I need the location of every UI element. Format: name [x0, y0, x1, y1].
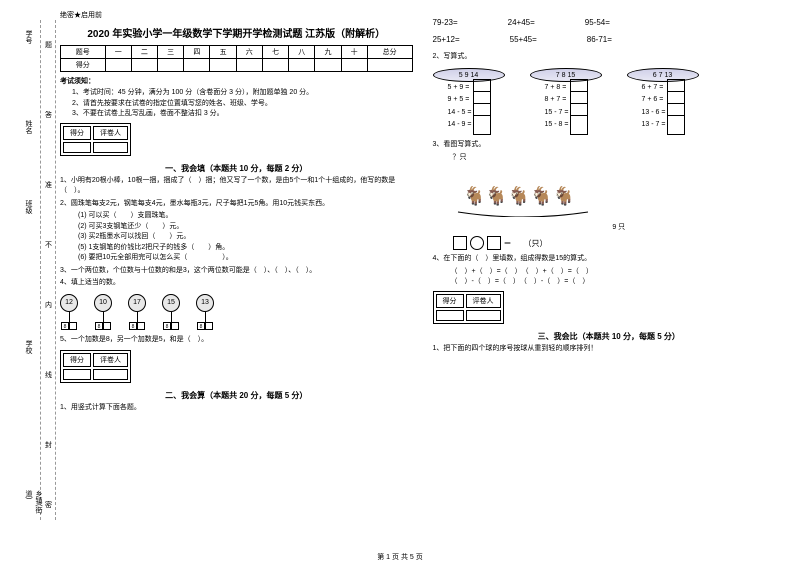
calc-row: 79-23=24+45=95-54=	[433, 18, 786, 27]
margin-char: 线	[45, 370, 52, 380]
cylinders: 5 9 145 + 9 =9 + 5 =14 - 5 =14 - 9 =7 8 …	[433, 68, 786, 135]
scorer-box: 得分评卷人	[60, 350, 131, 383]
page-footer: 第 1 页 共 5 页	[0, 552, 800, 562]
exam-title: 2020 年实验小学一年级数学下学期开学检测试题 江苏版（附解析）	[60, 25, 413, 40]
svg-text:🐐🐐🐐🐐🐐: 🐐🐐🐐🐐🐐	[463, 185, 575, 206]
margin-char: 答	[45, 110, 52, 120]
q2-1: 1、用竖式计算下面各题。	[60, 403, 413, 414]
section-1-title: 一、我会填（本题共 10 分，每题 2 分）	[60, 163, 413, 174]
margin-label: 学号	[23, 30, 33, 44]
q1-1: 1、小明有20根小棒，10根一捆，捆成了（ ）捆；他又写了一个数，是由5个一和1…	[60, 176, 413, 197]
notice-list: 1、考试时间：45 分钟，满分为 100 分（含卷面分 3 分），附加题单独 2…	[60, 88, 413, 120]
section-2-title: 二、我会算（本题共 20 分，每题 5 分）	[60, 390, 413, 401]
score-table: 题号一二三四五六七八九十总分 得分	[60, 45, 413, 72]
margin-char: 不	[45, 240, 52, 250]
margin-label: 乡镇(街道)	[23, 490, 43, 520]
q1-5: 5、一个加数是8，另一个加数是5，和是（ ）。	[60, 335, 413, 346]
q1-4: 4、填上适当的数。	[60, 278, 413, 289]
q1-3: 3、一个两位数，个位数与十位数的和是3，这个两位数可能是（ ）、（ ）、（ ）。	[60, 266, 413, 277]
q3-1: 1、把下面的四个球的序号按球从重到轻的顺序排列！	[433, 344, 786, 355]
q2-2: 2、写算式。	[433, 52, 786, 63]
margin-label: 姓名	[23, 120, 33, 134]
margin-char: 内	[45, 300, 52, 310]
calc-row: 25+12=55+45=86-71=	[433, 35, 786, 44]
scorer-box: 得分评卷人	[433, 291, 504, 324]
q1-2b: (2) 可买3支钢笔还少（ ）元。	[78, 222, 413, 233]
margin-label: 班级	[23, 200, 33, 214]
margin-char: 准	[45, 180, 52, 190]
goat-illustration: 🐐🐐🐐🐐🐐	[453, 167, 593, 217]
answer-shapes: ＝ （只）	[453, 236, 786, 250]
q2-3: 3、看图写算式。	[433, 140, 786, 151]
q1-2: 2、圆珠笔每支2元，钢笔每支4元，墨水每瓶3元，尺子每把1元5角。用10元钱买东…	[60, 199, 413, 210]
q2-4b: （ ）-（ ）=（ ） （ ）-（ ）=（ ）	[451, 277, 786, 288]
q3-count: 9 只	[453, 222, 786, 232]
margin-label: 学校	[23, 340, 33, 354]
flags-row: 128108178158138	[60, 294, 413, 330]
q1-2a: (1) 可以买（ ）支圆珠笔。	[78, 211, 413, 222]
margin-char: 题	[45, 40, 52, 50]
q2-4: 4、在下面的（ ）里填数，组成得数是15的算式。	[433, 254, 786, 265]
notice-title: 考试须知：	[60, 76, 413, 86]
q1-2c: (3) 买2瓶墨水可以找回（ ）元。	[78, 232, 413, 243]
secret-label: 绝密★启用前	[60, 10, 413, 20]
q2-4a: （ ）+（ ）=（ ） （ ）+（ ）=（ ）	[451, 267, 786, 278]
margin-char: 封	[45, 440, 52, 450]
margin-char: 密	[45, 500, 52, 510]
q1-2d: (5) 1支钢笔的价钱比2把尺子的钱多（ ）角。	[78, 243, 413, 254]
section-3-title: 三、我会比（本题共 10 分，每题 5 分）	[433, 331, 786, 342]
q3-label: ？只	[453, 152, 786, 162]
q1-2e: (6) 要把10元全部用完可以怎么买（ ）。	[78, 253, 413, 264]
scorer-box: 得分评卷人	[60, 123, 131, 156]
